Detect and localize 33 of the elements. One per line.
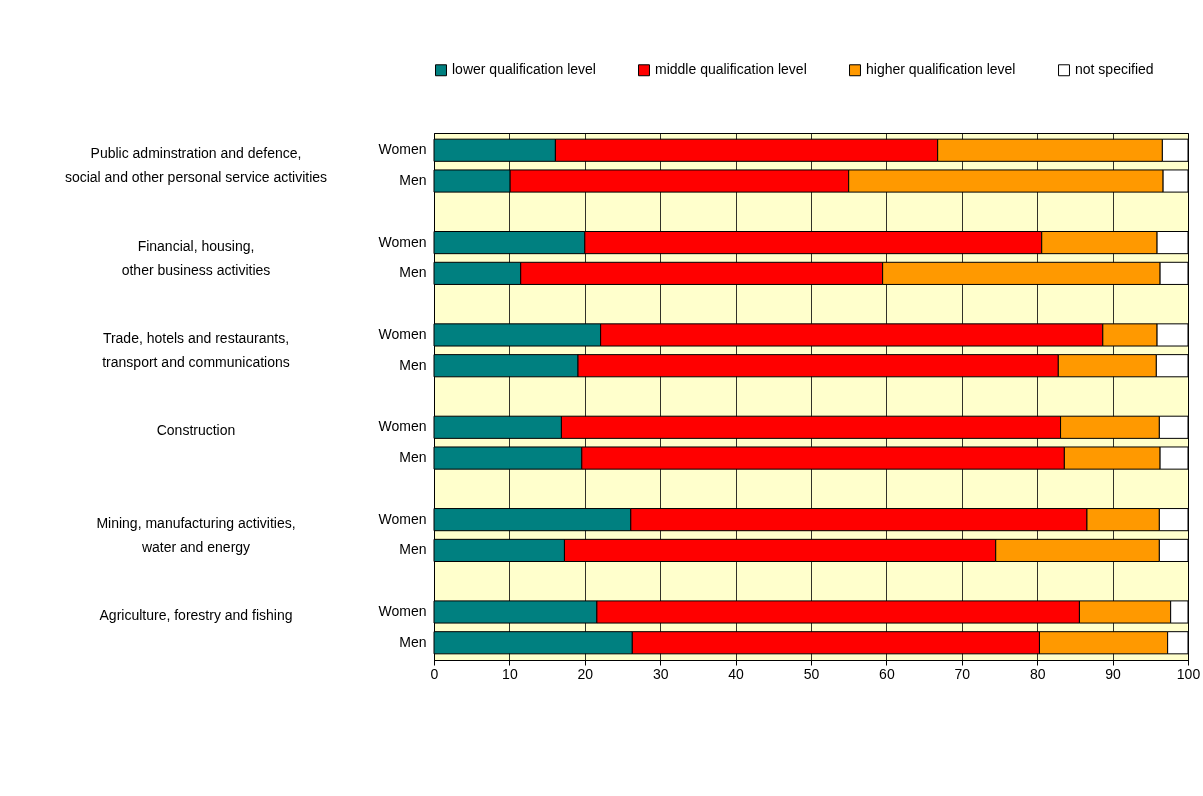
x-tick-label: 60 xyxy=(879,665,895,682)
legend-label: higher qualification level xyxy=(866,61,1016,78)
legend-label: not specified xyxy=(1075,61,1154,78)
x-tick-label: 20 xyxy=(577,665,594,682)
legend-label: lower qualification level xyxy=(452,61,596,78)
y-tick-label: Women xyxy=(378,325,427,342)
x-tick-label: 90 xyxy=(1105,665,1122,682)
text: Mining, manufacturing activities, water and energy xyxy=(96,514,296,555)
text: Construction xyxy=(156,422,236,439)
text: Public adminstration and defence, social and other personal service activities xyxy=(64,145,328,186)
text: Financial, housing, other business activities xyxy=(121,237,271,278)
y-tick-label: Men xyxy=(399,449,427,466)
x-tick-label: 100 xyxy=(1176,665,1201,682)
x-tick-label: 0 xyxy=(430,665,439,682)
y-tick-label: Women xyxy=(378,233,427,250)
y-tick-label: Women xyxy=(378,141,427,158)
x-tick-label: 50 xyxy=(803,665,820,682)
y-tick-label: Men xyxy=(399,356,427,373)
y-tick-label: Men xyxy=(399,633,427,650)
x-tick-label: 10 xyxy=(502,665,518,682)
y-tick-label: Women xyxy=(378,510,427,527)
text: Trade, hotels and restaurants, transport and communications xyxy=(102,330,290,370)
x-tick-label: 70 xyxy=(954,665,971,682)
x-tick-label: 30 xyxy=(652,665,669,682)
y-tick-label: Men xyxy=(399,172,427,189)
x-tick-label: 80 xyxy=(1029,665,1046,682)
y-tick-label: Men xyxy=(399,541,427,558)
x-tick-label: 40 xyxy=(728,665,745,682)
y-tick-label: Men xyxy=(399,264,427,281)
y-tick-label: Women xyxy=(378,418,427,435)
y-tick-label: Women xyxy=(378,602,427,619)
text: Agriculture, forestry and fishing xyxy=(99,607,293,624)
legend-label: middle qualification level xyxy=(655,61,807,78)
